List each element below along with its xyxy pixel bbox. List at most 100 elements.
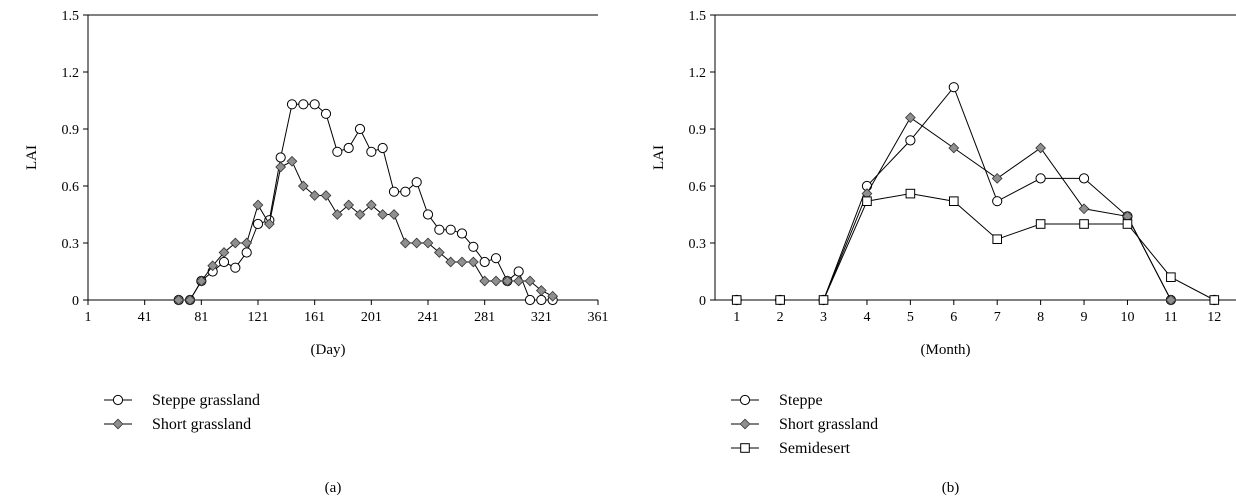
- legend: Steppe Short grassland Semidesert: [731, 392, 878, 457]
- legend-item: Short grassland: [731, 416, 878, 433]
- x-tick-label: 321: [531, 310, 552, 325]
- data-point: [1122, 219, 1133, 229]
- data-point: [173, 294, 185, 306]
- data-point: [297, 180, 309, 192]
- data-point: [331, 209, 343, 220]
- data-point: [433, 247, 445, 258]
- data-point: [332, 146, 343, 157]
- data-point: [490, 275, 502, 287]
- data-point: [948, 196, 959, 206]
- data-point: [513, 266, 524, 277]
- data-point: [479, 256, 490, 268]
- x-tick-label: 8: [1037, 310, 1044, 325]
- legend-marker: [112, 394, 124, 406]
- x-tick-label: 241: [418, 310, 439, 325]
- x-tick-label: 1: [85, 310, 92, 325]
- data-point: [286, 155, 298, 167]
- data-point: [490, 253, 502, 264]
- x-tick-label: 81: [194, 310, 208, 325]
- x-tick-label: 361: [588, 310, 609, 325]
- x-tick-label: 5: [907, 310, 914, 325]
- data-point: [241, 237, 253, 249]
- data-point: [468, 241, 479, 252]
- series-line: [178, 103, 553, 301]
- data-point: [343, 199, 355, 211]
- x-axis-title: (Month): [921, 342, 971, 358]
- data-point: [399, 237, 411, 249]
- x-tick-label: 10: [1120, 310, 1134, 325]
- data-point: [862, 196, 872, 206]
- data-point: [905, 112, 916, 123]
- data-point: [377, 142, 388, 154]
- panel-label: (b): [942, 480, 960, 496]
- legend-label: Semidesert: [779, 440, 851, 457]
- y-tick-label: 1.5: [62, 9, 80, 24]
- panel-a: 0 0.3 0.6 0.9 1.2 1.5 1 41 81 121 161 201 241 281 321 3…: [24, 9, 609, 496]
- data-point: [309, 99, 320, 110]
- y-tick-label: 1.5: [689, 9, 707, 24]
- data-point: [992, 234, 1003, 244]
- x-tick-label: 41: [138, 310, 152, 325]
- data-point: [456, 256, 468, 268]
- y-tick-label: 0.3: [62, 237, 80, 252]
- data-point: [184, 294, 196, 306]
- data-point: [229, 237, 241, 249]
- data-point: [434, 224, 445, 235]
- data-point: [456, 228, 468, 239]
- legend-marker: [739, 394, 751, 406]
- data-point: [524, 275, 536, 287]
- series-line: [178, 160, 553, 301]
- panel-b: 00.30.60.91.21.51 2 3 4 5 6 7 8 9 10 11 12(Month)LA…: [651, 9, 1236, 496]
- data-point: [467, 256, 479, 268]
- x-tick-label: 3: [820, 310, 827, 325]
- data-point: [275, 152, 286, 163]
- data-point: [1078, 203, 1090, 215]
- data-point: [286, 99, 298, 110]
- data-point: [388, 186, 400, 197]
- data-point: [400, 186, 411, 197]
- legend-item: Steppe: [731, 392, 823, 409]
- data-point: [354, 123, 366, 135]
- data-point: [366, 146, 377, 157]
- data-point: [422, 237, 434, 249]
- data-point: [263, 218, 275, 230]
- x-tick-label: 1: [733, 310, 740, 325]
- legend-label: Short grassland: [152, 416, 251, 433]
- data-point: [991, 173, 1003, 184]
- data-point: [1209, 295, 1220, 305]
- y-tick-label: 0.6: [689, 180, 707, 195]
- data-point: [513, 275, 525, 287]
- data-point: [275, 161, 287, 173]
- legend-marker: [740, 443, 750, 453]
- y-tick-label: 1.2: [62, 66, 80, 81]
- data-point: [1035, 219, 1046, 229]
- data-point: [241, 247, 252, 258]
- x-axis-title: (Day): [311, 342, 346, 358]
- legend-marker: [112, 418, 124, 430]
- data-point: [1165, 294, 1177, 306]
- x-tick-label: 11: [1164, 310, 1177, 325]
- x-tick-label: 7: [994, 310, 1001, 325]
- data-point: [905, 188, 916, 199]
- data-point: [1035, 173, 1046, 184]
- data-point: [1078, 173, 1090, 184]
- data-point: [388, 209, 400, 220]
- data-point: [1035, 142, 1046, 154]
- data-point: [354, 209, 366, 220]
- data-point: [195, 275, 207, 287]
- data-point: [905, 135, 916, 146]
- data-point: [1166, 272, 1176, 282]
- y-tick-label: 1.2: [689, 66, 707, 81]
- legend-marker: [739, 418, 751, 430]
- legend-label: Short grassland: [779, 416, 878, 433]
- series-steppe-grassland: [173, 99, 558, 306]
- y-axis-title: LAI: [24, 145, 40, 170]
- x-tick-label: 121: [248, 310, 269, 325]
- series-short-grassland: [173, 155, 559, 306]
- x-tick-label: 9: [1081, 310, 1088, 325]
- x-tick-label: 201: [361, 310, 382, 325]
- data-point: [252, 218, 264, 230]
- x-tick-label: 2: [777, 310, 784, 325]
- data-point: [536, 294, 547, 306]
- data-point: [309, 190, 321, 201]
